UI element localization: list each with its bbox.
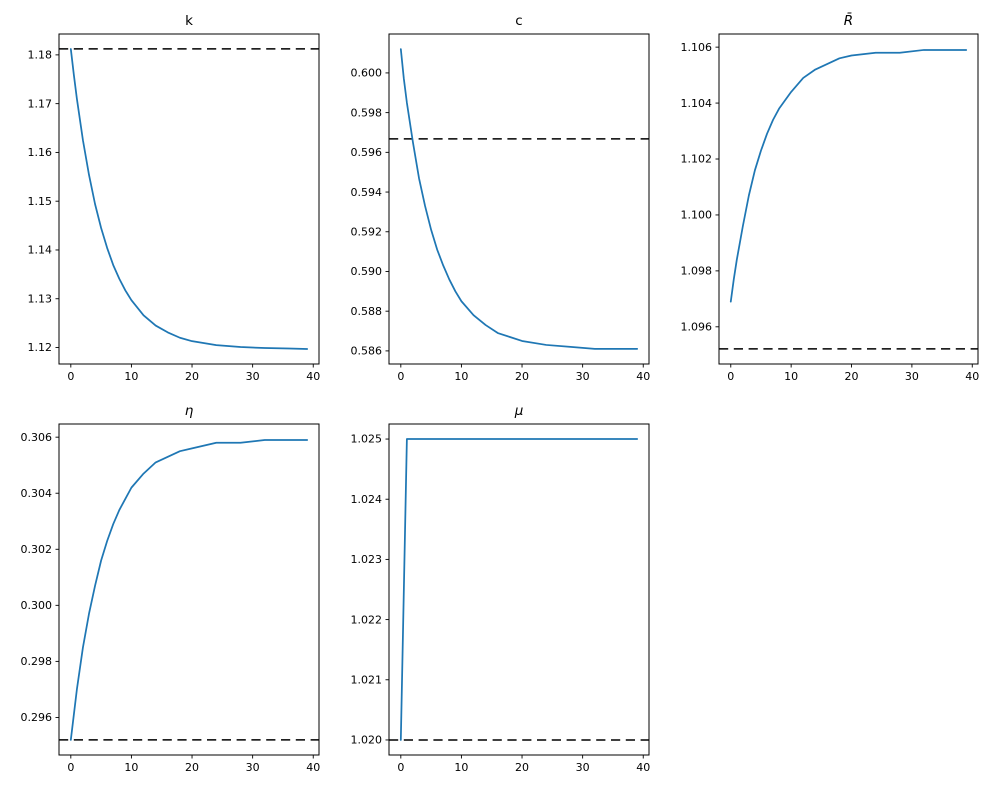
series-line-mu-path [399, 438, 639, 741]
subplot-c: c 0 10 20 30 40 0.586 0.588 0.590 0.592 0.594 0.596… [330, 0, 660, 395]
y-tick-label: 0.296 [21, 711, 53, 724]
x-tick-label: 10 [454, 370, 468, 383]
x-tick-label: 30 [576, 370, 590, 383]
subplot-title-Rbar: R̄ [844, 12, 853, 29]
axes-spines [58, 423, 320, 756]
subplot-rbar-cell: R̄ 0 10 20 30 40 1.096 1.098 1.100 1.102 1.104 1.10… [660, 0, 989, 395]
x-tick-label: 0 [397, 370, 404, 383]
subplot-eta-cell: η 0 10 20 30 40 0.296 0.298 0.300 0.302 0.304 0.306 [0, 395, 330, 790]
x-tick-label: 10 [124, 761, 138, 774]
y-tick-label: 1.15 [28, 195, 53, 208]
x-tick-label: 30 [576, 761, 590, 774]
subplot-k-cell: k 0 10 20 30 40 1.12 1.13 1.14 1.15 1.16 1.17 1.18 [0, 0, 330, 395]
y-tick-label: 1.17 [28, 97, 53, 110]
x-tick-label: 20 [515, 761, 529, 774]
x-tick-label: 40 [636, 370, 650, 383]
x-tick-label: 10 [784, 370, 798, 383]
subplot-title-k: k [185, 13, 193, 29]
subplot-mu: μ 0 10 20 30 40 1.020 1.021 1.022 1.023 1.024 1.025 [330, 395, 660, 790]
x-tick-label: 10 [454, 761, 468, 774]
x-tick-label: 20 [185, 370, 199, 383]
x-tick-label: 30 [905, 370, 919, 383]
axes-spines [718, 33, 979, 365]
y-tick-label: 1.106 [681, 41, 713, 54]
y-tick-label: 0.298 [21, 655, 53, 668]
x-tick-label: 40 [965, 370, 979, 383]
y-tick-label: 0.300 [21, 599, 53, 612]
y-tick-label: 0.586 [351, 345, 383, 358]
x-tick-label: 20 [185, 761, 199, 774]
subplot-rbar: R̄ 0 10 20 30 40 1.096 1.098 1.100 1.102 1.104 1.10… [660, 0, 989, 395]
y-tick-label: 0.306 [21, 431, 53, 444]
y-tick-label: 0.590 [351, 265, 383, 278]
y-tick-label: 1.022 [351, 613, 383, 626]
subplot-title-eta: η [185, 403, 194, 419]
y-tick-label: 0.596 [351, 146, 383, 159]
y-tick-label: 1.021 [351, 673, 383, 686]
y-tick-label: 1.12 [28, 341, 53, 354]
y-tick-label: 1.098 [681, 265, 713, 278]
x-tick-label: 0 [67, 761, 74, 774]
x-tick-label: 0 [727, 370, 734, 383]
subplot-c-cell: c 0 10 20 30 40 0.586 0.588 0.590 0.592 0.594 0.596… [330, 0, 660, 395]
subplot-title-mu: μ [514, 403, 524, 419]
subplot-mu-cell: μ 0 10 20 30 40 1.020 1.021 1.022 1.023 1.024 1.025 [330, 395, 660, 790]
x-tick-label: 10 [124, 370, 138, 383]
x-tick-label: 20 [515, 370, 529, 383]
y-tick-label: 1.104 [681, 97, 713, 110]
x-tick-label: 20 [845, 370, 859, 383]
y-tick-label: 0.304 [21, 487, 53, 500]
x-tick-label: 0 [397, 761, 404, 774]
y-tick-label: 1.102 [681, 153, 713, 166]
y-tick-label: 1.023 [351, 553, 383, 566]
subplot-title-c: c [515, 13, 522, 29]
y-tick-label: 1.14 [28, 244, 53, 257]
y-tick-label: 1.096 [681, 321, 713, 334]
series-line-k-path [69, 48, 309, 350]
y-tick-label: 1.025 [351, 433, 383, 446]
series-line-c-path [399, 48, 639, 350]
axes-spines [388, 423, 650, 756]
y-tick-label: 0.600 [351, 67, 383, 80]
axes-spines [58, 33, 320, 365]
y-tick-label: 1.16 [28, 146, 53, 159]
x-tick-label: 40 [306, 761, 320, 774]
x-tick-label: 30 [246, 761, 260, 774]
empty-cell [660, 395, 989, 790]
y-tick-label: 1.18 [28, 49, 53, 62]
x-tick-label: 30 [246, 370, 260, 383]
y-tick-label: 1.100 [681, 209, 713, 222]
y-tick-label: 0.594 [351, 186, 383, 199]
subplot-k: k 0 10 20 30 40 1.12 1.13 1.14 1.15 1.16 1.17 1.18 [0, 0, 330, 395]
series-line-eta-path [69, 439, 309, 741]
y-tick-label: 0.598 [351, 106, 383, 119]
y-tick-label: 1.13 [28, 292, 53, 305]
axes-spines [388, 33, 650, 365]
x-tick-label: 40 [636, 761, 650, 774]
subplot-eta: η 0 10 20 30 40 0.296 0.298 0.300 0.302 0.304 0.306 [0, 395, 330, 790]
y-tick-label: 1.024 [351, 493, 383, 506]
y-tick-label: 1.020 [351, 734, 383, 747]
x-tick-label: 0 [67, 370, 74, 383]
y-tick-label: 0.592 [351, 225, 383, 238]
y-tick-label: 0.302 [21, 543, 53, 556]
x-tick-label: 40 [306, 370, 320, 383]
y-tick-label: 0.588 [351, 305, 383, 318]
series-line-Rbar-path [729, 49, 968, 303]
